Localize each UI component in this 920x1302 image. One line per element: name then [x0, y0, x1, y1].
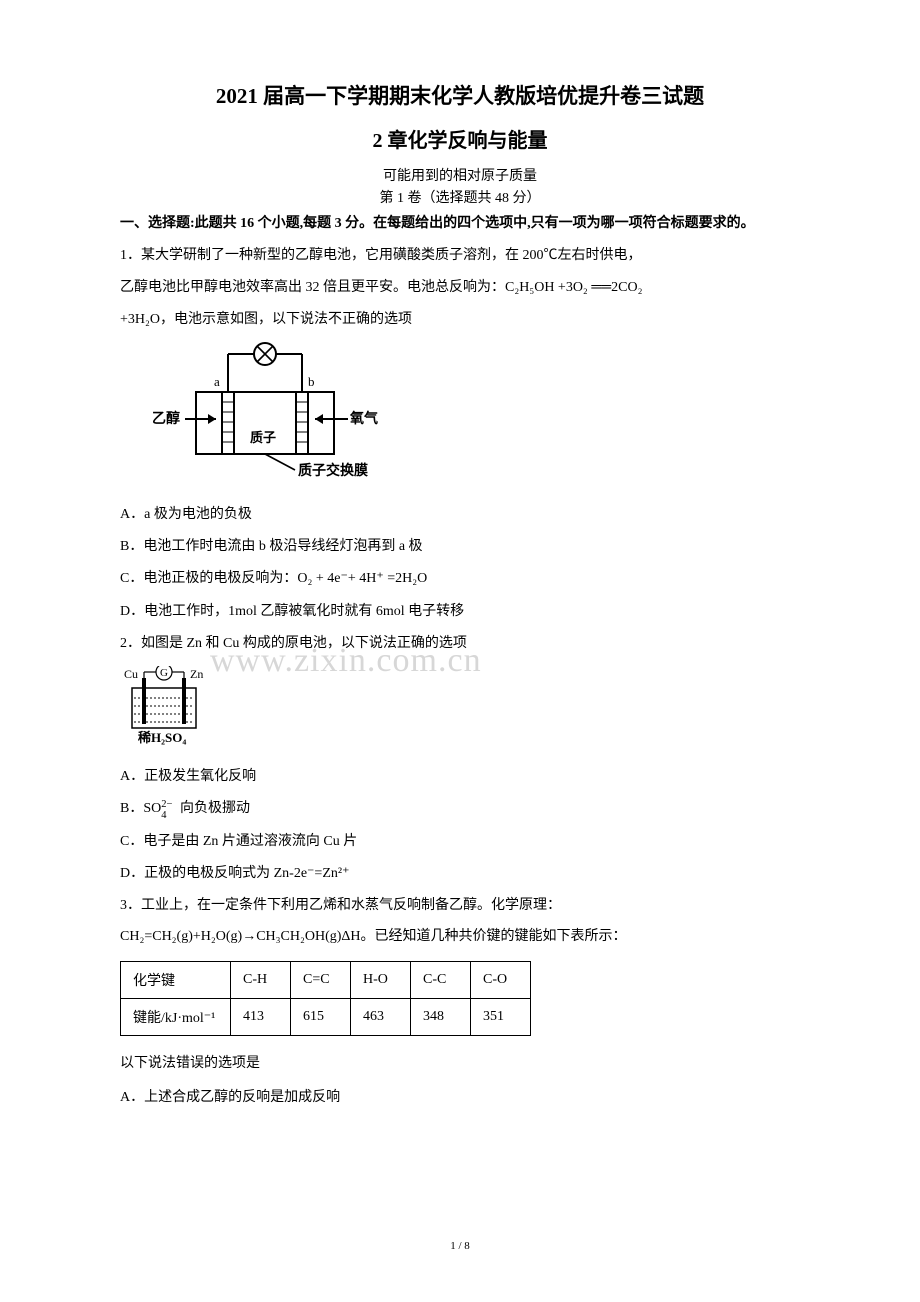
- atomic-mass-note: 可能用到的相对原子质量: [120, 165, 800, 185]
- label-g: G: [160, 667, 168, 679]
- th-co: C-O: [471, 961, 531, 998]
- fuel-cell-diagram: a b 乙醇 氧气 质子 质子交换膜: [150, 340, 800, 495]
- q1-optD: D．电池工作时，1mol 乙醇被氧化时就有 6mol 电子转移: [120, 596, 800, 628]
- th-ho: H-O: [351, 961, 411, 998]
- q2-optB-post: 向负极挪动: [176, 801, 250, 816]
- q1-line2: 乙醇电池比甲醇电池效率高出 32 倍且更平安。电池总反响为：C₂H₅OH +3O…: [120, 274, 800, 302]
- paper-part: 第 1 卷（选择题共 48 分）: [120, 187, 800, 207]
- q3-line1: 3．工业上，在一定条件下利用乙烯和水蒸气反响制备乙醇。化学原理：: [120, 890, 800, 922]
- label-o2: 氧气: [349, 410, 378, 427]
- page-footer: 1 / 8: [0, 1240, 920, 1252]
- q1-optA: A．a 极为电池的负极: [120, 499, 800, 531]
- label-zn: Zn: [190, 667, 203, 681]
- table-value-row: 键能/kJ·mol⁻¹ 413 615 463 348 351: [121, 998, 531, 1035]
- val-ho: 463: [351, 998, 411, 1035]
- label-cu: Cu: [124, 667, 138, 681]
- q2-optB-pre: B．SO: [120, 801, 161, 816]
- main-title: 2021 届高一下学期期末化学人教版培优提升卷三试题: [120, 80, 800, 110]
- label-ethanol: 乙醇: [152, 410, 180, 427]
- q2-optC: C．电子是由 Zn 片通过溶液流向 Cu 片: [120, 826, 800, 858]
- val-ch: 413: [231, 998, 291, 1035]
- row-label: 键能/kJ·mol⁻¹: [121, 998, 231, 1035]
- q2-optA: A．正极发生氧化反响: [120, 761, 800, 793]
- zn-cu-cell-diagram: G Cu Zn 稀H₂SO₄: [120, 666, 800, 753]
- sub-title: 2 章化学反响与能量: [120, 124, 800, 153]
- q2-optB: B．SO42− 向负极挪动: [120, 793, 800, 826]
- q1-optC: C．电池正极的电极反响为：O₂ + 4e⁻+ 4H⁺ =2H₂O: [120, 563, 800, 595]
- page-content: 2021 届高一下学期期末化学人教版培优提升卷三试题 2 章化学反响与能量 可能…: [120, 80, 800, 1114]
- th-ch: C-H: [231, 961, 291, 998]
- label-b: b: [308, 374, 315, 389]
- q3-optA: A．上述合成乙醇的反响是加成反响: [120, 1082, 800, 1114]
- val-co: 351: [471, 998, 531, 1035]
- q1-line1: 1．某大学研制了一种新型的乙醇电池，它用磺酸类质子溶剂，在 200℃左右时供电，: [120, 242, 800, 270]
- q1-optB: B．电池工作时电流由 b 极沿导线经灯泡再到 a 极: [120, 531, 800, 563]
- val-cc2: 615: [291, 998, 351, 1035]
- q2-optB-sup: 2−: [161, 793, 172, 817]
- table-header-row: 化学键 C-H C=C H-O C-C C-O: [121, 961, 531, 998]
- q2-body: 2．如图是 Zn 和 Cu 构成的原电池，以下说法正确的选项: [120, 628, 800, 660]
- label-a: a: [214, 374, 220, 389]
- bond-energy-table: 化学键 C-H C=C H-O C-C C-O 键能/kJ·mol⁻¹ 413 …: [120, 961, 531, 1036]
- section-heading: 一、选择题:此题共 16 个小题,每题 3 分。在每题给出的四个选项中,只有一项…: [120, 213, 800, 234]
- q2-optD: D．正极的电极反响式为 Zn-2e⁻=Zn²⁺: [120, 858, 800, 890]
- label-solution: 稀H₂SO₄: [138, 730, 186, 745]
- th-bond: 化学键: [121, 961, 231, 998]
- q3-line2: CH₂=CH₂(g)+H₂O(g)→CH₃CH₂OH(g)ΔH。已经知道几种共价…: [120, 923, 800, 951]
- q3-after-table: 以下说法错误的选项是: [120, 1050, 800, 1078]
- q1-line3: +3H₂O，电池示意如图，以下说法不正确的选项: [120, 306, 800, 334]
- label-proton: 质子: [250, 430, 276, 445]
- th-cc: C-C: [411, 961, 471, 998]
- label-membrane: 质子交换膜: [298, 462, 368, 479]
- th-cc2: C=C: [291, 961, 351, 998]
- val-cc: 348: [411, 998, 471, 1035]
